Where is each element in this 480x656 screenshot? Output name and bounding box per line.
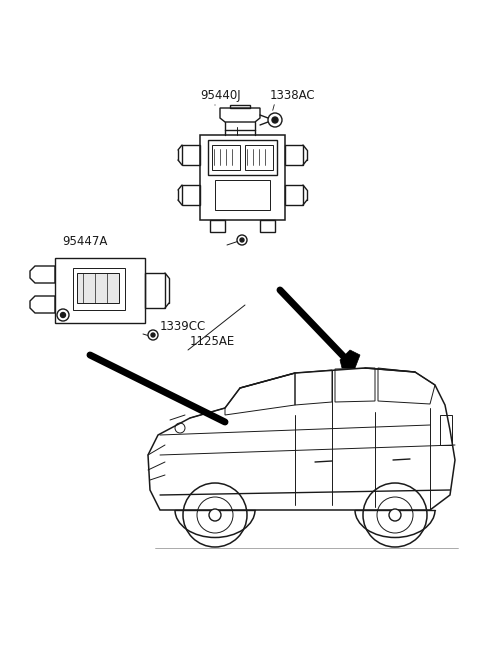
Text: 95447A: 95447A bbox=[62, 235, 108, 248]
Circle shape bbox=[60, 312, 65, 318]
Circle shape bbox=[151, 333, 155, 337]
Text: 1339CC: 1339CC bbox=[160, 320, 206, 333]
Bar bbox=[208, 140, 277, 175]
Circle shape bbox=[57, 309, 69, 321]
Circle shape bbox=[209, 509, 221, 521]
Bar bbox=[55, 258, 145, 323]
Circle shape bbox=[389, 509, 401, 521]
Text: 1338AC: 1338AC bbox=[270, 89, 316, 102]
Circle shape bbox=[240, 238, 244, 242]
Bar bbox=[77, 273, 119, 303]
Bar bbox=[245, 145, 273, 170]
Bar bbox=[200, 135, 285, 220]
Bar bbox=[212, 145, 240, 170]
Circle shape bbox=[148, 330, 158, 340]
Circle shape bbox=[268, 113, 282, 127]
Circle shape bbox=[272, 117, 278, 123]
Bar bbox=[215, 180, 270, 210]
Bar bbox=[440, 415, 452, 445]
Text: 95440J: 95440J bbox=[200, 89, 240, 102]
Bar bbox=[73, 268, 125, 310]
Text: 1125AE: 1125AE bbox=[190, 335, 235, 348]
Circle shape bbox=[237, 235, 247, 245]
Polygon shape bbox=[340, 350, 360, 368]
